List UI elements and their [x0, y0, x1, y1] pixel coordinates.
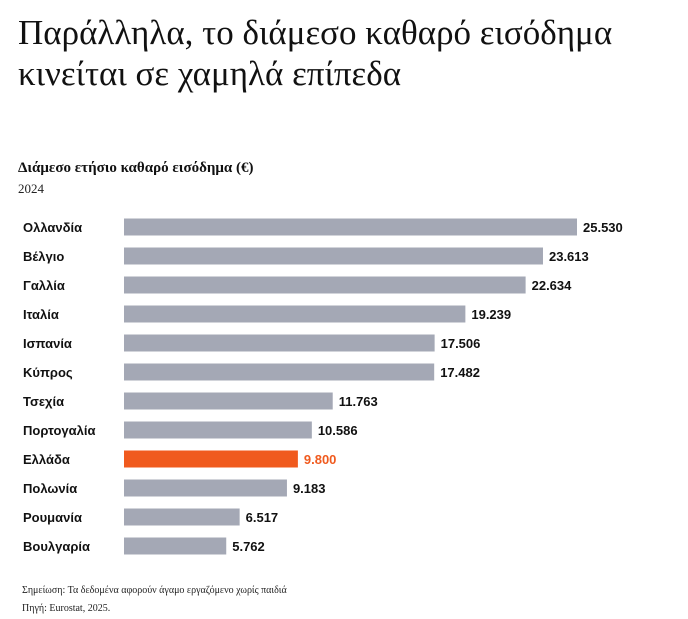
value-label: 17.506: [441, 336, 481, 351]
category-label: Τσεχία: [23, 394, 64, 409]
bar: [124, 508, 240, 526]
bar-row-3: Ιταλία 19.239: [23, 305, 511, 323]
bar: [124, 479, 287, 497]
value-label: 9.800: [304, 452, 337, 467]
value-label: 6.517: [246, 510, 279, 525]
bar-row-6: Τσεχία 11.763: [23, 392, 378, 410]
chart-subtitle: 2024: [18, 181, 44, 196]
value-label: 11.763: [339, 394, 378, 409]
value-label: 23.613: [549, 249, 589, 264]
bar: [124, 218, 577, 236]
value-label: 5.762: [232, 539, 265, 554]
headline: Παράλληλα, το διάμεσο καθαρό εισόδημα κι…: [18, 13, 613, 93]
bar: [124, 537, 227, 555]
category-label: Ιταλία: [23, 307, 59, 322]
bar-row-4: Ισπανία 17.506: [23, 334, 481, 352]
bar: [124, 363, 435, 381]
bar-row-5: Κύπρος 17.482: [23, 363, 480, 381]
bar: [124, 247, 543, 265]
value-label: 22.634: [532, 278, 573, 293]
bar-row-1: Βέλγιο 23.613: [23, 247, 589, 265]
bar-row-11: Βουλγαρία 5.762: [23, 537, 265, 555]
bar-row-7: Πορτογαλία 10.586: [23, 421, 358, 439]
bar: [124, 450, 298, 468]
bar: [124, 392, 333, 410]
bar-row-0: Ολλανδία 25.530: [23, 218, 623, 236]
category-label: Βέλγιο: [23, 249, 64, 264]
bar: [124, 276, 526, 294]
category-label: Ρουμανία: [23, 510, 82, 525]
bar-row-2: Γαλλία 22.634: [23, 276, 573, 294]
category-label: Κύπρος: [23, 365, 73, 380]
bar: [124, 305, 466, 323]
category-label: Ολλανδία: [23, 220, 82, 235]
category-label: Ισπανία: [23, 336, 72, 351]
chart-note: Σημείωση: Τα δεδομένα αφορούν άγαμο εργα…: [22, 585, 287, 596]
category-label: Πορτογαλία: [23, 423, 95, 438]
bar: [124, 421, 312, 439]
bar-row-9: Πολωνία 9.183: [23, 479, 326, 497]
bar-row-10: Ρουμανία 6.517: [23, 508, 279, 526]
bar-row-8: Ελλάδα 9.800: [23, 450, 337, 468]
bar-chart: Ολλανδία 25.530 Βέλγιο 23.613 Γαλλία 22.634 Ιτ…: [23, 218, 623, 555]
chart-source: Πηγή: Eurostat, 2025.: [22, 603, 111, 614]
value-label: 10.586: [318, 423, 358, 438]
category-label: Ελλάδα: [23, 452, 70, 467]
value-label: 9.183: [293, 481, 326, 496]
category-label: Βουλγαρία: [23, 539, 90, 554]
chart-title: Διάμεσο ετήσιο καθαρό εισόδημα (€): [18, 160, 254, 176]
category-label: Πολωνία: [23, 481, 77, 496]
category-label: Γαλλία: [23, 278, 65, 293]
value-label: 19.239: [471, 307, 511, 322]
value-label: 25.530: [583, 220, 623, 235]
bar: [124, 334, 435, 352]
value-label: 17.482: [440, 365, 480, 380]
